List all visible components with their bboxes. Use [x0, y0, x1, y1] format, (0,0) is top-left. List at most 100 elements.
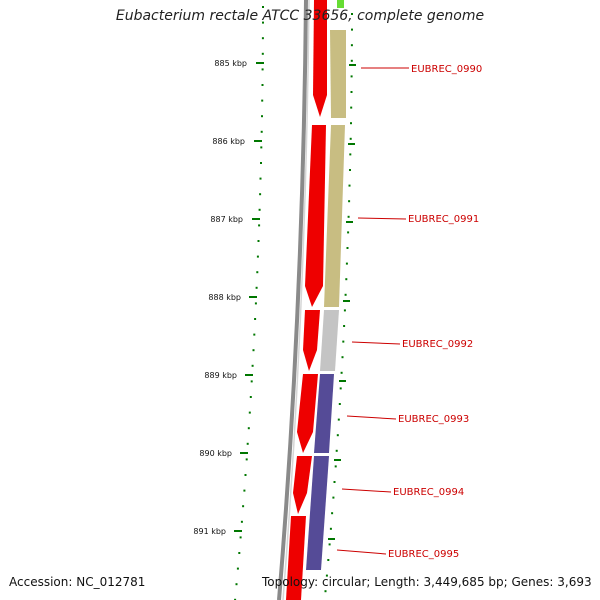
- ruler-dot: [235, 583, 238, 586]
- gene-track-dot: [351, 13, 353, 15]
- cog-block-gray: [320, 310, 339, 371]
- ruler-dot: [255, 286, 258, 289]
- gene-label-eubrec-0993[interactable]: EUBREC_0993: [398, 414, 469, 425]
- ruler-dot: [258, 224, 261, 227]
- ruler-dot: [249, 396, 252, 398]
- gene-arrow-eubrec-0990[interactable]: [313, 0, 327, 117]
- ruler-dot: [260, 162, 262, 164]
- cog-block-olive-1: [330, 30, 346, 118]
- gene-track-dot: [350, 59, 353, 62]
- ruler-label-890: 890 kbp: [199, 449, 232, 458]
- accession-text: Accession: NC_012781: [9, 575, 146, 589]
- gene-label-leaders: [336, 67, 409, 555]
- gene-arrow-eubrec-0991[interactable]: [305, 125, 326, 307]
- gene-track-dot: [345, 278, 348, 281]
- ruler-dot: [240, 520, 243, 523]
- gene-track-dot: [350, 44, 353, 47]
- gene-track-dot: [337, 418, 340, 421]
- ruler-dot: [242, 505, 245, 508]
- backbone-line: [277, 0, 308, 600]
- ruler-dot: [243, 489, 246, 492]
- cog-block-olive-2: [324, 125, 345, 307]
- ruler-dot: [257, 240, 260, 242]
- gene-track-dot: [327, 559, 330, 561]
- gene-track-dot: [324, 590, 327, 593]
- gene-track-dot: [350, 91, 353, 93]
- gene-track-dot: [328, 543, 331, 546]
- ruler-dot: [262, 21, 264, 24]
- gene-track-dot: [343, 309, 346, 312]
- ruler-dot: [259, 177, 262, 180]
- backbone-highlight: [282, 0, 310, 600]
- ruler-dot: [261, 68, 264, 71]
- gene-label-eubrec-0995[interactable]: EUBREC_0995: [388, 549, 459, 560]
- ruler-dot: [234, 598, 237, 600]
- ruler-dot: [248, 411, 251, 414]
- gene-track-dot: [336, 434, 339, 437]
- gene-label-eubrec-0991[interactable]: EUBREC_0991: [408, 214, 479, 225]
- ruler-dot: [260, 130, 263, 133]
- ruler-label-885: 885 kbp: [214, 59, 247, 68]
- gene-track-minor-ticks: [324, 13, 353, 593]
- gene-track-dot: [351, 28, 353, 31]
- ruler-minor-ticks: [234, 6, 264, 600]
- gene-track-dot: [346, 247, 349, 249]
- gene-labels: EUBREC_0990 EUBREC_0991 EUBREC_0992 EUBR…: [388, 64, 482, 560]
- gene-arrow-eubrec-0993[interactable]: [297, 374, 318, 453]
- cog-block-purple-1: [314, 374, 334, 453]
- gene-position-ticks: [328, 64, 356, 540]
- ruler-dot: [245, 458, 248, 461]
- gene-label-eubrec-0994[interactable]: EUBREC_0994: [393, 487, 464, 498]
- gene-track-dot: [343, 325, 346, 327]
- gene-arrow-eubrec-0995[interactable]: [286, 516, 306, 600]
- ruler-dot: [253, 333, 256, 336]
- cog-track: [306, 0, 346, 570]
- ruler-dot: [262, 6, 264, 8]
- ruler-dot: [261, 37, 264, 40]
- ruler-dot: [259, 193, 262, 196]
- ruler-label-889: 889 kbp: [204, 371, 237, 380]
- ruler-dot: [260, 146, 263, 149]
- gene-track-dot: [350, 75, 353, 78]
- ruler-dot: [250, 380, 253, 383]
- cog-block-green: [337, 0, 344, 8]
- gene-label-eubrec-0992[interactable]: EUBREC_0992: [402, 339, 473, 350]
- gene-arrow-eubrec-0994[interactable]: [293, 456, 312, 514]
- gene-label-eubrec-0990[interactable]: EUBREC_0990: [411, 64, 482, 75]
- ruler-dot: [261, 115, 263, 118]
- cog-block-purple-2: [306, 456, 329, 570]
- gene-track-dot: [339, 387, 342, 390]
- gene-track-dot: [348, 184, 351, 187]
- gene-track-dot: [349, 137, 352, 140]
- gene-track-dot: [332, 496, 335, 499]
- ruler-label-886: 886 kbp: [212, 137, 245, 146]
- ruler-dot: [256, 255, 259, 258]
- ruler-dot: [251, 364, 254, 367]
- ruler-dot: [239, 536, 242, 539]
- ruler-dot: [247, 427, 250, 430]
- forward-gene-track: [286, 0, 327, 600]
- gene-track-dot: [342, 340, 345, 343]
- ruler-dot: [236, 567, 239, 570]
- ruler-dot: [254, 302, 257, 305]
- gene-track-dot: [341, 356, 344, 359]
- ruler-label-887: 887 kbp: [210, 215, 243, 224]
- gene-track-dot: [329, 527, 332, 530]
- gene-track-dot: [335, 449, 338, 452]
- ruler-dot: [261, 52, 264, 55]
- gene-track-dot: [348, 200, 351, 203]
- gene-arrow-eubrec-0992[interactable]: [303, 310, 320, 371]
- gene-track-dot: [334, 465, 337, 468]
- gene-track-dot: [350, 106, 353, 109]
- ruler-dot: [238, 552, 241, 554]
- gene-track-dot: [349, 153, 352, 156]
- gene-track-dot: [333, 481, 336, 483]
- ruler-dot: [261, 99, 264, 102]
- ruler-label-888: 888 kbp: [208, 293, 241, 302]
- gene-track-dot: [325, 574, 328, 577]
- gene-track-dot: [340, 371, 343, 374]
- ruler-dot: [254, 318, 257, 320]
- ruler-dot: [244, 474, 247, 476]
- gene-track-dot: [345, 262, 348, 265]
